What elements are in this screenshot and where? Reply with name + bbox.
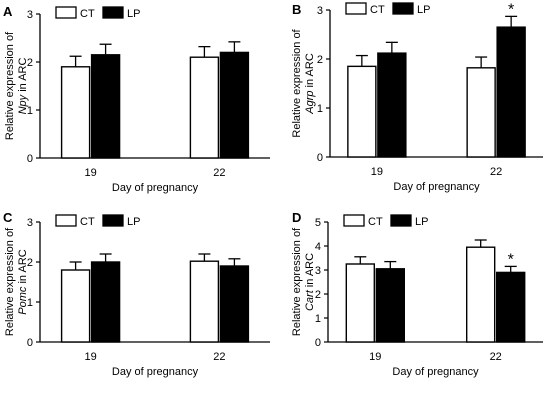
legend-label-lp: LP (127, 8, 140, 20)
bar-lp-day-19 (90, 54, 121, 159)
legend-label-ct: CT (80, 8, 95, 20)
bar-ct-day-19 (60, 269, 91, 343)
y-tick-label: 2 (317, 54, 323, 66)
y-axis-title: Relative expression ofPomc in ARC (4, 227, 29, 336)
y-axis-title-line1: Relative expression of (291, 227, 303, 336)
bar-lp-day-22 (496, 271, 526, 343)
legend-swatch-lp (390, 214, 412, 227)
panel-letter: C (3, 210, 13, 225)
panel-letter: B (292, 2, 301, 17)
panel-letter: D (292, 210, 301, 225)
y-tick-label: 0 (27, 153, 33, 165)
y-tick-label: 0 (315, 337, 321, 349)
legend-label-ct: CT (80, 216, 95, 228)
y-axis-title-gene: Pomc (17, 286, 29, 315)
y-tick-label: 2 (27, 257, 33, 269)
y-tick-label: 1 (27, 297, 33, 309)
y-axis-title-suffix: in ARC (17, 58, 29, 95)
bar-lp-day-19 (377, 52, 407, 158)
legend-label-ct: CT (368, 216, 383, 228)
significance-marker: * (508, 1, 514, 18)
y-tick-label: 2 (315, 289, 321, 301)
x-axis-title: Day of pregnancy (392, 366, 479, 378)
y-axis-title: Relative expression ofNpy in ARC (4, 31, 29, 140)
y-axis-title-line1: Relative expression of (291, 28, 303, 137)
significance-marker: * (508, 251, 514, 268)
legend-swatch-ct (55, 6, 77, 19)
y-axis-title: Relative expression ofCart in ARC (291, 227, 316, 336)
legend-label-lp: LP (127, 216, 140, 228)
legend-swatch-ct (55, 214, 77, 227)
bar-lp-day-22 (219, 51, 250, 159)
y-tick-label: 1 (27, 105, 33, 117)
bar-ct-day-19 (60, 66, 91, 159)
y-axis-title-gene: Agrp (304, 91, 316, 115)
y-tick-label: 1 (315, 313, 321, 325)
x-tick-label: 22 (490, 351, 502, 363)
bar-ct-day-22 (466, 246, 496, 343)
y-axis-title-line1: Relative expression of (4, 31, 16, 140)
y-tick-label: 1 (317, 103, 323, 115)
y-tick-label: 5 (315, 217, 321, 229)
x-tick-label: 19 (371, 166, 383, 178)
y-axis-title-suffix: in ARC (304, 253, 316, 290)
panel-letter: A (3, 4, 13, 19)
y-axis-title-gene: Cart (304, 289, 316, 311)
y-axis-title-line1: Relative expression of (4, 227, 16, 336)
y-tick-label: 0 (27, 337, 33, 349)
y-axis-title-gene: Npy (17, 93, 29, 114)
x-tick-label: 19 (84, 351, 96, 363)
legend-label-lp: LP (415, 216, 428, 228)
bar-ct-day-19 (345, 263, 375, 343)
x-axis-title: Day of pregnancy (112, 366, 199, 378)
legend-swatch-lp (392, 2, 414, 15)
x-tick-label: 22 (490, 166, 502, 178)
x-axis-title: Day of pregnancy (393, 181, 480, 193)
bar-ct-day-22 (466, 67, 496, 158)
bar-ct-day-19 (347, 65, 377, 158)
bar-lp-day-22 (496, 26, 526, 158)
legend-swatch-ct (345, 2, 367, 15)
x-tick-label: 22 (213, 167, 225, 179)
y-tick-label: 2 (27, 57, 33, 69)
x-tick-label: 22 (213, 351, 225, 363)
bar-ct-day-22 (189, 260, 220, 343)
legend-label-lp: LP (417, 4, 430, 16)
legend-swatch-lp (102, 214, 124, 227)
y-axis-title: Relative expression ofAgrp in ARC (291, 28, 316, 137)
y-axis-title-suffix: in ARC (17, 249, 29, 286)
bar-ct-day-22 (189, 56, 220, 159)
bar-lp-day-19 (375, 268, 405, 343)
y-axis-title-suffix: in ARC (304, 53, 316, 90)
y-tick-label: 3 (27, 217, 33, 229)
y-tick-label: 3 (27, 9, 33, 21)
y-tick-label: 3 (315, 265, 321, 277)
y-tick-label: 4 (315, 241, 321, 253)
legend-label-ct: CT (370, 4, 385, 16)
panel-A: A 0 1 2 3 Relative expression ofNpy in ARC 19 2… (3, 4, 270, 194)
legend-swatch-lp (102, 6, 124, 19)
legend-swatch-ct (343, 214, 365, 227)
bar-lp-day-19 (90, 261, 121, 343)
x-tick-label: 19 (369, 351, 381, 363)
y-tick-label: 3 (317, 5, 323, 17)
bar-lp-day-22 (219, 265, 250, 343)
y-tick-label: 0 (317, 152, 323, 164)
x-tick-label: 19 (84, 167, 96, 179)
x-axis-title: Day of pregnancy (112, 182, 199, 194)
